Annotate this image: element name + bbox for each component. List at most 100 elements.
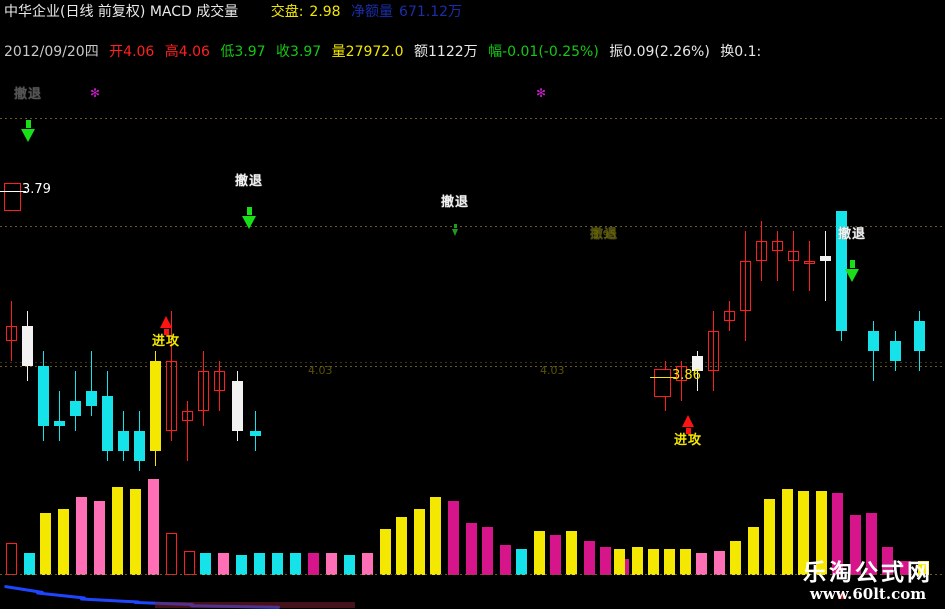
volume-bar xyxy=(664,549,675,575)
volume-bar xyxy=(782,489,793,575)
volume-bar xyxy=(882,547,893,575)
volume-bar xyxy=(798,491,809,575)
signal-label: 进攻 xyxy=(151,334,180,349)
volume-bar xyxy=(632,547,643,575)
macd-gridline xyxy=(0,574,945,575)
arrow-spacer xyxy=(229,189,269,207)
candle-wick xyxy=(809,241,810,291)
crosshair-horizontal xyxy=(0,191,26,192)
netvol-label: 净额量 xyxy=(351,4,394,20)
quote-date: 2012/09/20四 xyxy=(4,44,99,60)
low-value: 3.97 xyxy=(234,44,266,60)
signal-label: 进攻 xyxy=(673,433,702,448)
volume-bar xyxy=(714,551,725,575)
arrow-down-icon xyxy=(21,129,35,142)
volume-bar xyxy=(466,523,477,575)
volume-bar xyxy=(918,561,929,575)
volume-bar xyxy=(680,549,691,575)
candle-body xyxy=(724,311,735,321)
high-label: 高 xyxy=(164,44,179,60)
volume-bar xyxy=(166,533,177,575)
volume-bar xyxy=(482,527,493,575)
candle-wick xyxy=(793,231,794,291)
candle-body xyxy=(6,326,17,341)
stock-title: 中华企业(日线 前复权) MACD 成交量 xyxy=(4,4,239,20)
candle-wick xyxy=(745,231,746,341)
candle-body xyxy=(740,261,751,311)
close-label: 交盘: xyxy=(270,4,304,20)
volume-bar xyxy=(748,527,759,575)
arrow-stem xyxy=(453,224,457,228)
volume-bar xyxy=(764,499,775,575)
volume-bar xyxy=(58,509,69,575)
arrow-stem xyxy=(163,329,169,335)
candle-wick xyxy=(713,311,714,391)
candle-body xyxy=(868,331,879,351)
volume-bar xyxy=(344,555,355,575)
open-value: 4.06 xyxy=(123,44,155,60)
arrow-down-icon xyxy=(452,229,458,236)
chart-header: 中华企业(日线 前复权) MACD 成交量 交盘: 2.98 净额量 671.12万… xyxy=(0,0,945,62)
signal-retreat: 撤退 xyxy=(229,175,269,229)
volume-bar xyxy=(448,501,459,575)
signal-label: 撤退 xyxy=(589,227,618,242)
candle-wick xyxy=(203,351,204,426)
price-pane[interactable]: 3.79 3.86 4.03 4.03 3.95 撤退 撤退 撤退 撤退 撤退 进攻 进攻 ✻ ✻ xyxy=(0,66,945,471)
crosshair-horizontal xyxy=(650,377,676,378)
volume-bar xyxy=(290,553,301,575)
gridline-4 xyxy=(0,366,945,367)
candle-body xyxy=(54,421,65,426)
volume-bar xyxy=(326,553,337,575)
volume-value: 27972.0 xyxy=(345,44,404,60)
candle-body xyxy=(756,241,767,261)
candle-wick xyxy=(777,231,778,281)
macd-line-seg-2 xyxy=(35,591,87,600)
macd-hist-right xyxy=(838,594,845,599)
candle-wick xyxy=(187,401,188,461)
amount-value: 1122万 xyxy=(428,44,478,60)
volume-bar xyxy=(648,549,659,575)
candle-wick xyxy=(11,301,12,361)
watermark-site-name: 乐淘公式网 xyxy=(803,560,933,586)
arrow-stem xyxy=(685,428,691,434)
candle-body xyxy=(38,366,49,426)
gridline-3 xyxy=(0,362,945,363)
candle-body xyxy=(198,371,209,411)
signal-retreat: 撤退 xyxy=(435,196,475,236)
volume-bar xyxy=(414,509,425,575)
turnover-label: 换 xyxy=(720,44,735,60)
signal-retreat: 撤退 xyxy=(8,88,48,142)
candle-body xyxy=(22,326,33,366)
arrow-down-icon xyxy=(242,216,256,229)
volume-bar xyxy=(396,517,407,575)
arrow-spacer xyxy=(832,242,872,260)
candle-body xyxy=(692,356,703,371)
volume-bar xyxy=(816,491,827,575)
faint-price-tag: 3.95 xyxy=(592,228,617,241)
gridline-1 xyxy=(0,118,945,119)
price-tag: 3.79 xyxy=(22,182,51,197)
candle-body xyxy=(232,381,243,431)
netvol-value: 671.12万 xyxy=(399,4,463,20)
volume-bar xyxy=(76,497,87,575)
volume-label: 量 xyxy=(331,44,346,60)
candle-body xyxy=(788,251,799,261)
candle-body xyxy=(676,366,687,381)
candle-wick xyxy=(681,361,682,401)
candle-body xyxy=(134,431,145,461)
volume-bar xyxy=(534,531,545,575)
candle-wick xyxy=(729,301,730,331)
signal-retreat: 撤退 xyxy=(832,228,872,282)
volume-pane[interactable] xyxy=(0,470,945,575)
turnover-value: 0.1: xyxy=(734,44,762,60)
volume-bar xyxy=(430,497,441,575)
candle-body xyxy=(118,431,129,451)
candle-body xyxy=(890,341,901,361)
macd-pane[interactable] xyxy=(0,570,945,609)
volume-bar xyxy=(730,541,741,575)
volume-bar xyxy=(696,553,707,575)
amount-label: 额 xyxy=(414,44,429,60)
volume-bar xyxy=(130,489,141,575)
price-tag: 3.86 xyxy=(672,368,701,383)
candle-wick xyxy=(873,321,874,381)
